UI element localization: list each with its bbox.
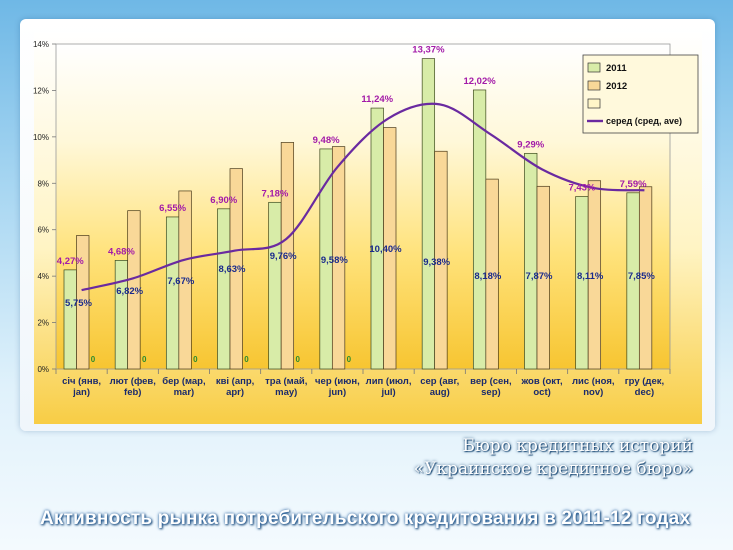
legend-label: 2011 <box>606 63 627 74</box>
label-2011: 4,27% <box>57 256 84 267</box>
page-title: Активность рынка потребительского кредит… <box>40 508 691 529</box>
bar-2012 <box>638 186 653 370</box>
bar-2012 <box>383 127 397 370</box>
y-tick-label: 12% <box>33 86 49 95</box>
y-tick-label: 2% <box>37 319 49 328</box>
label-2011: 9,29% <box>517 139 544 150</box>
x-tick-label: тра (май, <box>265 376 307 387</box>
bar-2011 <box>63 269 77 370</box>
x-tick-label: oct) <box>533 387 550 398</box>
x-tick-label: бер (мар, <box>162 376 205 387</box>
bar-2012 <box>280 142 295 370</box>
bar-2012 <box>485 178 499 370</box>
bar-2012 <box>536 185 550 370</box>
bar-2011 <box>268 201 282 370</box>
x-tick-label: лис (ноя, <box>572 376 615 387</box>
y-tick-label: 0% <box>37 365 49 374</box>
x-tick-label: вер (сен, <box>470 376 512 387</box>
bar-2011 <box>370 107 384 370</box>
bar-2012 <box>127 210 141 370</box>
x-tick-label: лип (июл, <box>366 376 412 387</box>
label-zero: 0 <box>295 355 300 364</box>
label-2012: 7,67% <box>167 276 194 287</box>
bar-2011 <box>114 260 129 370</box>
x-tick-label: feb) <box>124 387 141 398</box>
bar-2012 <box>434 150 448 370</box>
label-zero: 0 <box>244 355 249 364</box>
caption-line-1: Бюро кредитных историй <box>462 436 693 456</box>
label-2011: 4,68% <box>108 246 135 257</box>
label-2011: 9,48% <box>313 135 340 146</box>
x-tick-label: apr) <box>226 387 244 398</box>
x-tick-label: жов (окт, <box>521 376 563 387</box>
legend-swatch <box>587 62 601 73</box>
legend-swatch <box>587 80 601 91</box>
x-tick-label: січ (янв, <box>62 376 101 387</box>
x-tick-label: jul) <box>380 387 395 398</box>
label-2012: 6,82% <box>116 286 143 297</box>
label-2012: 9,58% <box>321 255 348 266</box>
label-zero: 0 <box>142 355 147 364</box>
label-2012: 10,40% <box>369 244 402 255</box>
label-zero: 0 <box>347 355 352 364</box>
bar-2011 <box>575 196 589 370</box>
bar-2011 <box>472 89 487 370</box>
x-tick-label: чер (июн, <box>315 376 360 387</box>
label-2012: 8,18% <box>474 271 501 282</box>
x-tick-label: nov) <box>583 387 603 398</box>
label-2012: 8,63% <box>219 264 246 275</box>
average-line <box>81 102 645 292</box>
label-2012: 7,85% <box>628 271 655 282</box>
bar-2011 <box>217 208 231 370</box>
x-tick-label: сер (авг, <box>420 376 459 387</box>
bar-2012 <box>178 190 192 370</box>
label-2012: 9,76% <box>270 251 297 262</box>
x-tick-label: sep) <box>481 387 501 398</box>
bar-2012 <box>229 168 243 370</box>
caption-line-2: «Украинское кредитное бюро» <box>413 459 693 479</box>
label-2012: 7,87% <box>526 271 553 282</box>
label-2011: 13,37% <box>412 45 445 56</box>
label-2011: 7,18% <box>261 188 288 199</box>
x-tick-label: mar) <box>174 387 195 398</box>
bar-2012 <box>331 146 346 370</box>
y-tick-label: 6% <box>37 226 49 235</box>
y-tick-label: 14% <box>33 40 49 49</box>
label-zero: 0 <box>193 355 198 364</box>
legend-label: серед (сред, ave) <box>606 116 682 126</box>
label-2011: 7,59% <box>620 179 647 190</box>
label-2012: 5,75% <box>65 298 92 309</box>
x-tick-label: jan) <box>72 387 90 398</box>
bar-2012 <box>76 235 90 370</box>
x-tick-label: jun) <box>328 387 346 398</box>
legend-swatch <box>587 98 601 109</box>
plot-area <box>55 43 671 370</box>
bar-2011 <box>165 216 180 370</box>
label-2011: 11,24% <box>361 94 393 105</box>
label-2012: 9,38% <box>423 257 450 268</box>
legend-label: 2012 <box>606 81 627 92</box>
bar-2011 <box>524 152 538 370</box>
x-tick-label: dec) <box>635 387 655 398</box>
x-tick-label: aug) <box>430 387 450 398</box>
label-2012: 8,11% <box>577 271 604 282</box>
x-tick-label: гру (дек, <box>625 376 664 387</box>
bar-2012 <box>587 180 602 370</box>
y-tick-label: 4% <box>37 272 49 281</box>
label-2011: 6,90% <box>210 195 237 206</box>
label-2011: 12,02% <box>463 76 496 87</box>
x-tick-label: may) <box>275 387 297 398</box>
x-tick-label: лют (фев, <box>110 376 156 387</box>
y-tick-label: 10% <box>33 133 49 142</box>
x-tick-label: кві (апр, <box>216 376 255 387</box>
label-2011: 6,55% <box>159 203 186 214</box>
y-tick-label: 8% <box>37 179 49 188</box>
label-2011: 7,43% <box>568 183 595 194</box>
label-zero: 0 <box>91 355 96 364</box>
